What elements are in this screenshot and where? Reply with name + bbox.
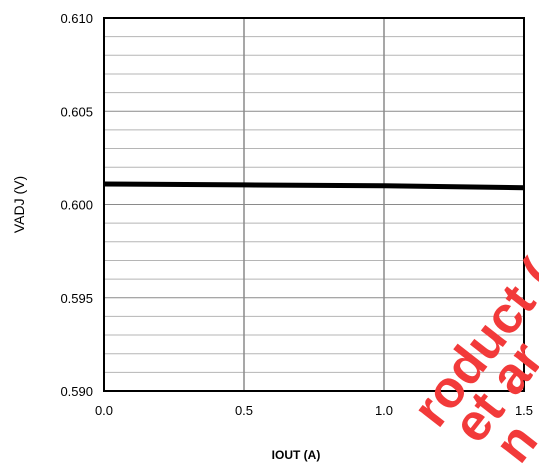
y-tick-label: 0.605 [60, 104, 93, 119]
y-tick-labels: 0.590 0.595 0.600 0.605 0.610 [60, 11, 93, 399]
x-tick-label: 0.0 [95, 403, 113, 418]
series-line-1 [103, 181, 525, 191]
x-tick-label: 1.0 [375, 403, 393, 418]
series [103, 181, 525, 191]
y-tick-label: 0.590 [60, 384, 93, 399]
y-tick-label: 0.595 [60, 291, 93, 306]
watermark: roduct (or p et ar n [402, 172, 539, 464]
x-tick-label: 0.5 [235, 403, 253, 418]
y-tick-label: 0.600 [60, 198, 93, 213]
plot-frame [103, 17, 525, 392]
x-tick-label: 1.5 [515, 403, 533, 418]
x-tick-labels: 0.0 0.5 1.0 1.5 [95, 403, 533, 418]
x-axis-label: IOUT (A) [272, 448, 321, 462]
y-tick-label: 0.610 [60, 11, 93, 26]
y-axis-label: VADJ (V) [11, 176, 27, 233]
